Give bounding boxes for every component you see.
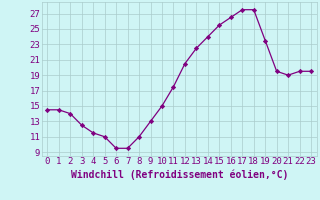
X-axis label: Windchill (Refroidissement éolien,°C): Windchill (Refroidissement éolien,°C) xyxy=(70,169,288,180)
